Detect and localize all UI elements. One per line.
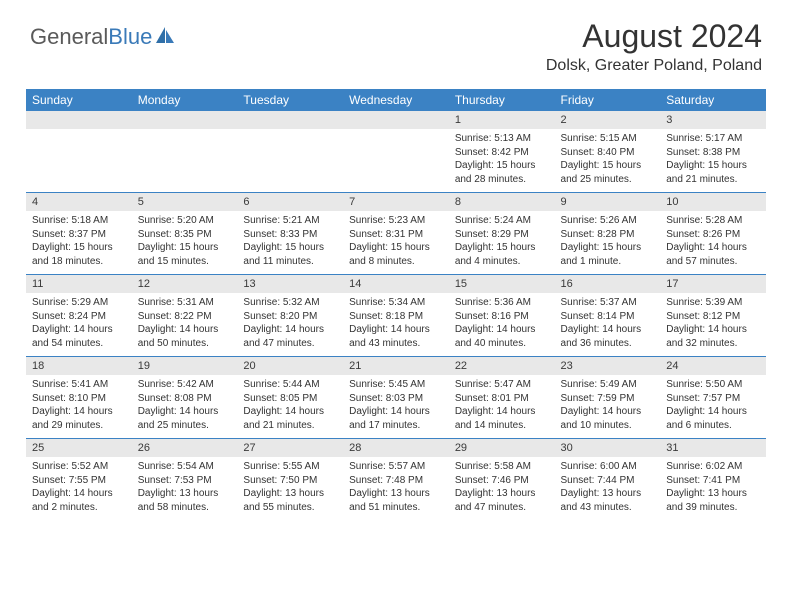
week-content-row: Sunrise: 5:29 AM Sunset: 8:24 PM Dayligh… [26, 293, 766, 357]
day-cell: Sunrise: 5:26 AM Sunset: 8:28 PM Dayligh… [555, 211, 661, 275]
week-number-row: 123 [26, 111, 766, 129]
day-cell: Sunrise: 5:44 AM Sunset: 8:05 PM Dayligh… [237, 375, 343, 439]
day-cell: Sunrise: 5:28 AM Sunset: 8:26 PM Dayligh… [660, 211, 766, 275]
day-number: 15 [449, 275, 555, 294]
day-cell: Sunrise: 5:55 AM Sunset: 7:50 PM Dayligh… [237, 457, 343, 520]
day-number: 18 [26, 357, 132, 376]
week-number-row: 25262728293031 [26, 439, 766, 458]
calendar-table: Sunday Monday Tuesday Wednesday Thursday… [26, 89, 766, 520]
day-number: 14 [343, 275, 449, 294]
day-number: 12 [132, 275, 238, 294]
day-cell: Sunrise: 6:00 AM Sunset: 7:44 PM Dayligh… [555, 457, 661, 520]
day-number: 27 [237, 439, 343, 458]
logo-sail-icon [154, 25, 176, 50]
week-number-row: 45678910 [26, 193, 766, 212]
day-number: 11 [26, 275, 132, 294]
day-cell: Sunrise: 5:24 AM Sunset: 8:29 PM Dayligh… [449, 211, 555, 275]
day-cell: Sunrise: 6:02 AM Sunset: 7:41 PM Dayligh… [660, 457, 766, 520]
day-number: 9 [555, 193, 661, 212]
dayhead-tue: Tuesday [237, 89, 343, 111]
day-number: 28 [343, 439, 449, 458]
day-cell: Sunrise: 5:45 AM Sunset: 8:03 PM Dayligh… [343, 375, 449, 439]
day-number [26, 111, 132, 129]
day-cell [343, 129, 449, 193]
dayhead-sun: Sunday [26, 89, 132, 111]
day-number: 17 [660, 275, 766, 294]
dayhead-wed: Wednesday [343, 89, 449, 111]
day-cell: Sunrise: 5:13 AM Sunset: 8:42 PM Dayligh… [449, 129, 555, 193]
title-block: August 2024 Dolsk, Greater Poland, Polan… [546, 18, 762, 75]
day-number: 8 [449, 193, 555, 212]
day-number: 6 [237, 193, 343, 212]
page-title: August 2024 [546, 18, 762, 55]
dayhead-sat: Saturday [660, 89, 766, 111]
logo-word-1: General [30, 24, 108, 49]
page-header: GeneralBlue August 2024 Dolsk, Greater P… [0, 0, 792, 83]
day-cell: Sunrise: 5:17 AM Sunset: 8:38 PM Dayligh… [660, 129, 766, 193]
day-number [132, 111, 238, 129]
day-cell: Sunrise: 5:31 AM Sunset: 8:22 PM Dayligh… [132, 293, 238, 357]
day-cell: Sunrise: 5:42 AM Sunset: 8:08 PM Dayligh… [132, 375, 238, 439]
day-number: 25 [26, 439, 132, 458]
day-cell [237, 129, 343, 193]
day-number: 16 [555, 275, 661, 294]
location-subtitle: Dolsk, Greater Poland, Poland [546, 57, 762, 75]
day-cell: Sunrise: 5:21 AM Sunset: 8:33 PM Dayligh… [237, 211, 343, 275]
day-number: 10 [660, 193, 766, 212]
day-number: 7 [343, 193, 449, 212]
day-cell: Sunrise: 5:41 AM Sunset: 8:10 PM Dayligh… [26, 375, 132, 439]
day-cell: Sunrise: 5:32 AM Sunset: 8:20 PM Dayligh… [237, 293, 343, 357]
day-cell: Sunrise: 5:15 AM Sunset: 8:40 PM Dayligh… [555, 129, 661, 193]
week-number-row: 18192021222324 [26, 357, 766, 376]
day-cell: Sunrise: 5:20 AM Sunset: 8:35 PM Dayligh… [132, 211, 238, 275]
day-number [343, 111, 449, 129]
logo-word-2: Blue [108, 24, 152, 49]
day-cell: Sunrise: 5:49 AM Sunset: 7:59 PM Dayligh… [555, 375, 661, 439]
day-number: 23 [555, 357, 661, 376]
day-number: 1 [449, 111, 555, 129]
day-number: 26 [132, 439, 238, 458]
week-content-row: Sunrise: 5:41 AM Sunset: 8:10 PM Dayligh… [26, 375, 766, 439]
day-cell: Sunrise: 5:29 AM Sunset: 8:24 PM Dayligh… [26, 293, 132, 357]
week-content-row: Sunrise: 5:13 AM Sunset: 8:42 PM Dayligh… [26, 129, 766, 193]
dayhead-thu: Thursday [449, 89, 555, 111]
logo-text: GeneralBlue [30, 24, 152, 50]
day-cell: Sunrise: 5:52 AM Sunset: 7:55 PM Dayligh… [26, 457, 132, 520]
day-cell: Sunrise: 5:54 AM Sunset: 7:53 PM Dayligh… [132, 457, 238, 520]
day-cell: Sunrise: 5:57 AM Sunset: 7:48 PM Dayligh… [343, 457, 449, 520]
day-number: 31 [660, 439, 766, 458]
day-cell: Sunrise: 5:58 AM Sunset: 7:46 PM Dayligh… [449, 457, 555, 520]
day-cell: Sunrise: 5:39 AM Sunset: 8:12 PM Dayligh… [660, 293, 766, 357]
day-number: 4 [26, 193, 132, 212]
week-content-row: Sunrise: 5:18 AM Sunset: 8:37 PM Dayligh… [26, 211, 766, 275]
day-number: 2 [555, 111, 661, 129]
day-cell: Sunrise: 5:18 AM Sunset: 8:37 PM Dayligh… [26, 211, 132, 275]
day-cell: Sunrise: 5:34 AM Sunset: 8:18 PM Dayligh… [343, 293, 449, 357]
day-cell: Sunrise: 5:50 AM Sunset: 7:57 PM Dayligh… [660, 375, 766, 439]
dayhead-mon: Monday [132, 89, 238, 111]
dayhead-fri: Friday [555, 89, 661, 111]
day-number: 13 [237, 275, 343, 294]
day-number: 29 [449, 439, 555, 458]
day-header-row: Sunday Monday Tuesday Wednesday Thursday… [26, 89, 766, 111]
day-number: 20 [237, 357, 343, 376]
week-number-row: 11121314151617 [26, 275, 766, 294]
logo: GeneralBlue [30, 24, 176, 50]
day-cell [132, 129, 238, 193]
day-number: 5 [132, 193, 238, 212]
day-number: 22 [449, 357, 555, 376]
day-cell: Sunrise: 5:36 AM Sunset: 8:16 PM Dayligh… [449, 293, 555, 357]
day-cell: Sunrise: 5:47 AM Sunset: 8:01 PM Dayligh… [449, 375, 555, 439]
day-number: 21 [343, 357, 449, 376]
week-content-row: Sunrise: 5:52 AM Sunset: 7:55 PM Dayligh… [26, 457, 766, 520]
day-cell: Sunrise: 5:23 AM Sunset: 8:31 PM Dayligh… [343, 211, 449, 275]
day-number [237, 111, 343, 129]
day-cell: Sunrise: 5:37 AM Sunset: 8:14 PM Dayligh… [555, 293, 661, 357]
day-number: 3 [660, 111, 766, 129]
day-number: 19 [132, 357, 238, 376]
day-number: 24 [660, 357, 766, 376]
day-cell [26, 129, 132, 193]
day-number: 30 [555, 439, 661, 458]
